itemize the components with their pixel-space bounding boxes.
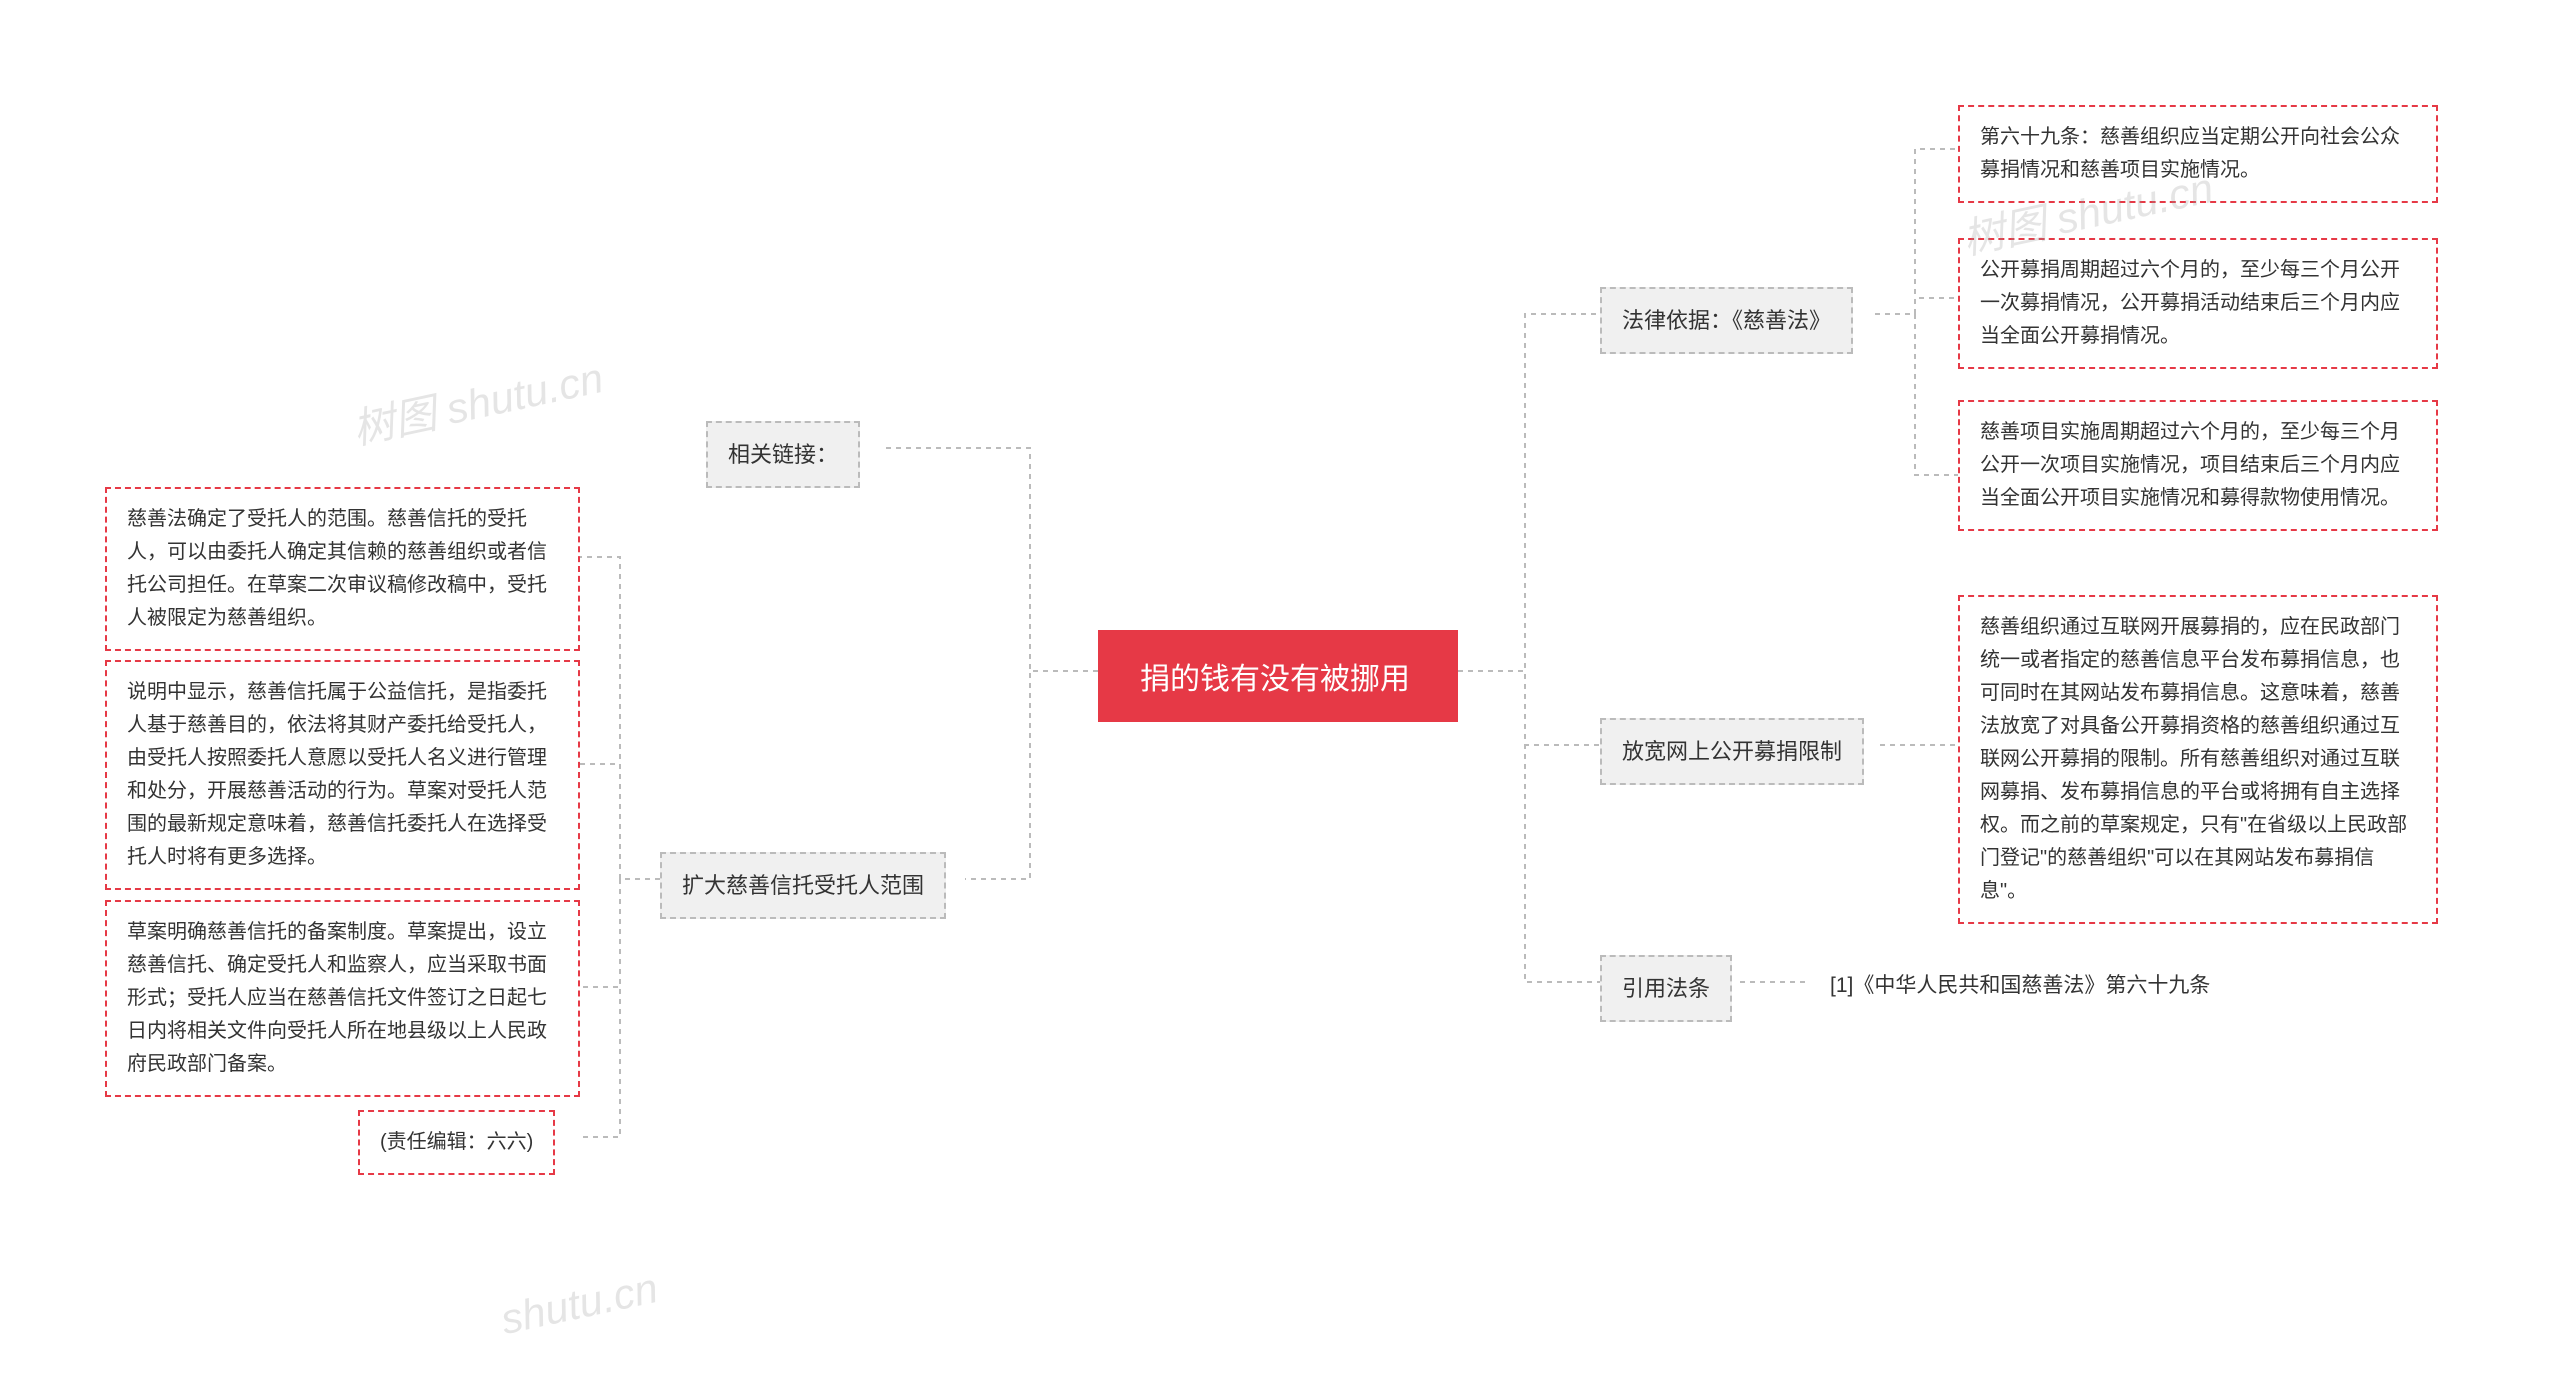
branch-links[interactable]: 相关链接：: [706, 421, 860, 488]
leaf-cite-0: [1]《中华人民共和国慈善法》第六十九条: [1810, 955, 2230, 1017]
branch-expand[interactable]: 扩大慈善信托受托人范围: [660, 852, 946, 919]
branch-online[interactable]: 放宽网上公开募捐限制: [1600, 718, 1864, 785]
branch-legal[interactable]: 法律依据：《慈善法》: [1600, 287, 1853, 354]
leaf-expand-2: 草案明确慈善信托的备案制度。草案提出，设立慈善信托、确定受托人和监察人，应当采取…: [105, 900, 580, 1097]
root-node[interactable]: 捐的钱有没有被挪用: [1098, 630, 1458, 722]
branch-cite[interactable]: 引用法条: [1600, 955, 1732, 1022]
leaf-legal-2: 慈善项目实施周期超过六个月的，至少每三个月公开一次项目实施情况，项目结束后三个月…: [1958, 400, 2438, 531]
leaf-legal-1: 公开募捐周期超过六个月的，至少每三个月公开一次募捐情况，公开募捐活动结束后三个月…: [1958, 238, 2438, 369]
leaf-online-0: 慈善组织通过互联网开展募捐的，应在民政部门统一或者指定的慈善信息平台发布募捐信息…: [1958, 595, 2438, 924]
leaf-expand-0: 慈善法确定了受托人的范围。慈善信托的受托人，可以由委托人确定其信赖的慈善组织或者…: [105, 487, 580, 651]
leaf-legal-0: 第六十九条：慈善组织应当定期公开向社会公众募捐情况和慈善项目实施情况。: [1958, 105, 2438, 203]
leaf-expand-3: (责任编辑：六六): [358, 1110, 555, 1175]
mindmap-canvas: 捐的钱有没有被挪用 相关链接： 扩大慈善信托受托人范围 慈善法确定了受托人的范围…: [0, 0, 2560, 1373]
leaf-expand-1: 说明中显示，慈善信托属于公益信托，是指委托人基于慈善目的，依法将其财产委托给受托…: [105, 660, 580, 890]
